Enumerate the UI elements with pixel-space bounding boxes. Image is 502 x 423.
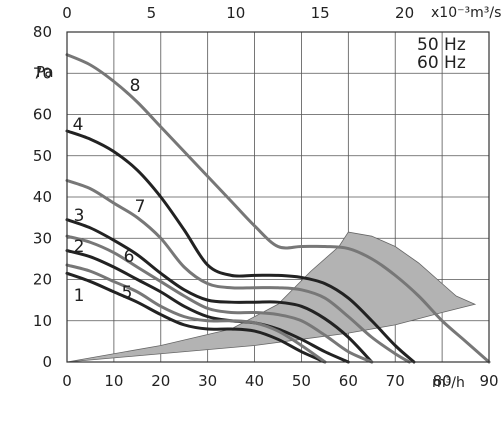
x-tick-label: 80 — [433, 372, 452, 390]
y-tick-label: 80 — [33, 23, 52, 41]
series-line-1 — [65, 271, 327, 364]
secondary-x-tick-label: 0 — [62, 4, 72, 22]
secondary-x-tick-label: 5 — [147, 4, 157, 22]
series-line-7 — [65, 179, 411, 364]
y-tick-label: 0 — [42, 353, 52, 371]
y-tick-label: 50 — [33, 147, 52, 165]
curve-label-6: 6 — [124, 247, 135, 267]
series-line-6 — [65, 234, 374, 364]
x-tick-label: 40 — [245, 372, 264, 390]
x-tick-label: 20 — [151, 372, 170, 390]
y-tick-label: 70 — [33, 64, 52, 82]
series-line-8 — [65, 53, 491, 364]
y-tick-label: 30 — [33, 229, 52, 247]
series-curves — [65, 53, 491, 364]
curve-label-1: 1 — [74, 286, 85, 306]
x-tick-label: 0 — [62, 372, 72, 390]
y-tick-label: 40 — [33, 188, 52, 206]
plot-border — [66, 31, 490, 363]
secondary-x-tick-label: 20 — [395, 4, 414, 22]
x-tick-label: 10 — [104, 372, 123, 390]
curve-label-5: 5 — [122, 283, 133, 303]
x-tick-label: 60 — [339, 372, 358, 390]
plot-frame — [66, 31, 490, 363]
series-line-3 — [65, 218, 374, 364]
secondary-axis-unit-label: x10⁻³m³/s — [431, 5, 501, 21]
tick-labels: 0 10 20 30 40 50 60 70 80 90 0 10 20 30 40 50 60 70 80 0 5 10… — [33, 4, 499, 390]
x-axis-unit-label: m³/h — [432, 375, 465, 391]
x-tick-label: 90 — [479, 372, 498, 390]
curve-label-3: 3 — [74, 206, 85, 226]
frequency-label-50hz: 50 Hz — [417, 35, 466, 55]
curve-label-2: 2 — [74, 237, 85, 257]
series-line-5 — [65, 263, 327, 364]
x-tick-label: 30 — [198, 372, 217, 390]
curve-label-4: 4 — [73, 115, 84, 135]
curve-labels: 1 2 3 4 5 6 7 8 — [73, 76, 146, 306]
curve-label-7: 7 — [135, 197, 146, 217]
series-line-4 — [65, 129, 416, 364]
x-tick-label: 70 — [386, 372, 405, 390]
frequency-label-60hz: 60 Hz — [417, 53, 466, 73]
y-axis-unit-label: Pa — [36, 63, 54, 81]
series-line-2 — [65, 249, 350, 364]
curve-label-8: 8 — [130, 76, 141, 96]
y-tick-label: 60 — [33, 106, 52, 124]
secondary-x-tick-label: 15 — [311, 4, 330, 22]
y-tick-label: 10 — [33, 312, 52, 330]
secondary-x-tick-label: 10 — [226, 4, 245, 22]
y-tick-label: 20 — [33, 271, 52, 289]
x-tick-label: 50 — [292, 372, 311, 390]
